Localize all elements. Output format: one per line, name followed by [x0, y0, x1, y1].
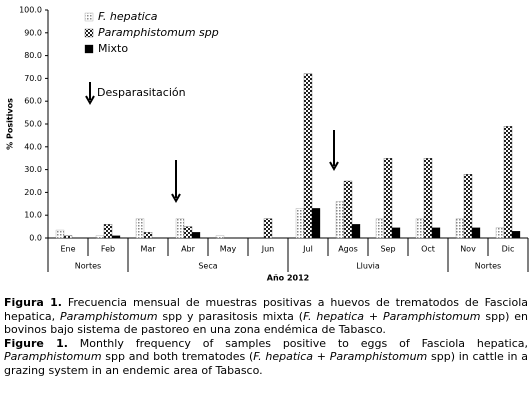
- y-tick-label: 100.0: [19, 6, 42, 15]
- caption-spanish: Figura 1. Frecuencia mensual de muestras…: [4, 296, 528, 337]
- x-tick-label: Mar: [140, 245, 156, 254]
- x-tick-label: May: [220, 245, 237, 254]
- caption-segment: +: [313, 350, 330, 363]
- bar: [503, 126, 513, 239]
- legend-swatch: [84, 12, 94, 22]
- group-label: Nortes: [475, 262, 501, 271]
- bar: [303, 73, 313, 239]
- y-axis-title: % Positivos: [6, 98, 15, 150]
- legend-label: F. hepatica: [98, 10, 158, 23]
- legend-swatch: [84, 44, 94, 54]
- bar: [175, 218, 185, 239]
- bar: [111, 235, 121, 239]
- bar: [455, 218, 465, 239]
- bar: [423, 158, 433, 239]
- group-label: Seca: [198, 262, 217, 271]
- bar: [335, 201, 345, 239]
- x-tick-label: Oct: [421, 245, 435, 254]
- legend-label: Paramphistomum spp: [98, 26, 219, 39]
- group-label: Nortes: [75, 262, 101, 271]
- x-tick-label: Agos: [338, 245, 358, 254]
- bar: [215, 235, 225, 239]
- caption-segment: F. hepatica: [253, 350, 314, 363]
- bar: [391, 227, 401, 239]
- caption-segment: Paramphistomum: [4, 350, 102, 363]
- x-tick-label: Nov: [460, 245, 476, 254]
- bar: [103, 224, 113, 239]
- y-tick-label: 20.0: [24, 188, 42, 197]
- caption-english: Figure 1. Monthly frequency of samples p…: [4, 337, 528, 378]
- arrow: [85, 82, 95, 106]
- bar: [311, 208, 321, 239]
- y-tick-label: 70.0: [24, 74, 42, 83]
- bar: [63, 235, 73, 239]
- caption-segment: +: [364, 309, 383, 323]
- caption-segment: spp) en bovinos bajo sistema de pastoreo…: [4, 309, 528, 337]
- bar: [95, 235, 105, 239]
- bar: [511, 231, 521, 239]
- arrow: [171, 160, 181, 204]
- y-tick-label: 60.0: [24, 97, 42, 106]
- x-tick-label: Jul: [302, 245, 313, 254]
- y-tick-label: 40.0: [24, 142, 42, 151]
- y-tick-label: 80.0: [24, 51, 42, 60]
- caption-segment: Paramphistomum: [382, 309, 481, 323]
- caption-segment: Frecuencia mensual de muestras positivas…: [4, 296, 528, 323]
- chart: % Positivos Año 2012 Desparasitación 0.0…: [6, 6, 529, 283]
- bar: [351, 224, 361, 239]
- legend-label: Mixto: [98, 42, 128, 55]
- x-tick-label: Jun: [261, 245, 275, 254]
- caption-segment: spp) in cattle in a grazing system in an…: [4, 350, 528, 377]
- bar: [375, 218, 385, 239]
- bar: [495, 227, 505, 239]
- x-axis-title: Año 2012: [267, 274, 309, 283]
- caption-segment: Monthly frequency of samples positive to…: [67, 336, 528, 350]
- caption-segment: Paramphistomum: [329, 350, 428, 363]
- x-tick-label: Abr: [181, 245, 196, 254]
- group-label: Lluvia: [356, 262, 380, 271]
- y-tick-label: 10.0: [24, 211, 42, 220]
- bar: [135, 218, 145, 239]
- x-tick-label: Feb: [101, 245, 115, 254]
- y-tick-label: 50.0: [24, 120, 42, 129]
- bar: [383, 158, 393, 239]
- bar: [263, 218, 273, 239]
- caption-segment: F. hepatica: [303, 309, 364, 323]
- caption-segment: spp y parasitosis mixta (: [157, 309, 304, 323]
- x-tick-label: Sep: [380, 245, 395, 254]
- bar: [191, 232, 201, 239]
- y-tick-label: 0.0: [29, 234, 42, 243]
- legend-swatch: [84, 28, 94, 38]
- caption-segment: Figure 1.: [4, 336, 68, 350]
- bar: [143, 232, 153, 239]
- bar: [415, 218, 425, 239]
- x-tick-label: Dic: [502, 245, 515, 254]
- y-tick-label: 30.0: [24, 165, 42, 174]
- bar: [183, 226, 193, 239]
- x-tick-label: Ene: [60, 245, 75, 254]
- arrow: [329, 130, 339, 172]
- bar: [295, 208, 305, 239]
- bar: [463, 174, 473, 239]
- caption-segment: Paramphistomum: [60, 309, 158, 323]
- bar: [431, 227, 441, 239]
- caption-segment: spp and both trematodes (: [101, 350, 254, 363]
- caption-segment: Figura 1.: [4, 296, 62, 309]
- bar: [343, 180, 353, 239]
- y-tick-label: 90.0: [24, 28, 42, 37]
- bar: [471, 227, 481, 239]
- caption: Figura 1. Frecuencia mensual de muestras…: [4, 296, 528, 377]
- annotation: Desparasitación: [97, 86, 186, 99]
- bar: [55, 229, 65, 239]
